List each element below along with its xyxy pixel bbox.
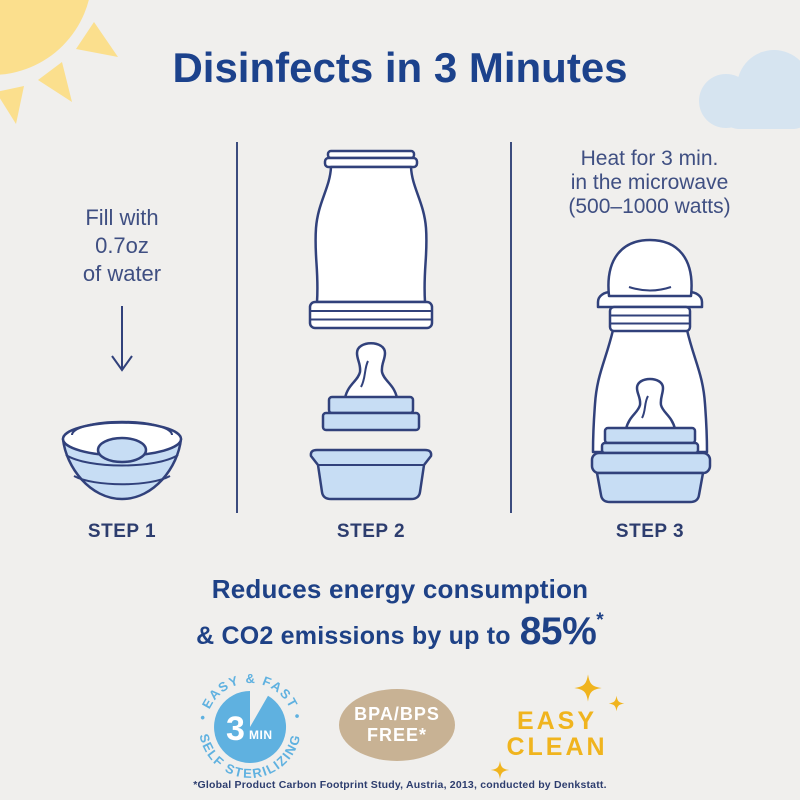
step-1-label: STEP 1	[87, 521, 157, 542]
badge-minutes-unit: MIN	[249, 728, 273, 742]
step-2-label: STEP 2	[336, 521, 406, 542]
footnote: *Global Product Carbon Footprint Study, …	[193, 779, 607, 791]
column-divider	[510, 142, 512, 513]
step-3-instruction: Heat for 3 min. in the microwave (500–10…	[568, 147, 730, 219]
step-3-column: Heat for 3 min. in the microwave (500–10…	[505, 142, 794, 506]
bpa-free-badge: BPA/BPS FREE*	[339, 689, 455, 761]
step-3-label: STEP 3	[615, 521, 685, 542]
bpa-free-line-2: FREE*	[366, 725, 427, 745]
clock-pie-icon	[214, 691, 287, 763]
assembled-bottle-illustration	[590, 238, 711, 504]
claim-line-2-text: & CO2 emissions by up to	[196, 622, 511, 650]
easy-clean-badge: EASY CLEAN	[480, 666, 650, 786]
instruction-line: (500–1000 watts)	[568, 195, 731, 218]
step-2-column	[234, 142, 508, 506]
step-1-column: Fill with 0.7oz of water	[4, 142, 240, 503]
badge-minutes-number: 3	[226, 710, 245, 748]
instruction-line: Fill with	[85, 205, 159, 230]
instruction-line: in the microwave	[570, 171, 729, 194]
bowl-illustration	[61, 420, 183, 501]
instruction-line: 0.7oz	[95, 233, 149, 258]
instruction-line: of water	[82, 261, 162, 286]
sparkle-icon	[490, 760, 510, 780]
arrow-down-icon	[111, 306, 133, 372]
instruction-line: Heat for 3 min.	[580, 147, 719, 170]
column-divider	[236, 142, 238, 513]
claim-text: Reduces energy consumption & CO2 emissio…	[0, 574, 800, 654]
self-sterilizing-badge: • EASY & FAST • SELF STERILIZING 3 MIN	[195, 671, 304, 781]
easy-clean-line-1: EASY	[516, 707, 598, 735]
claim-line-1: Reduces energy consumption	[211, 574, 589, 604]
easy-clean-text: EASY CLEAN	[480, 708, 634, 760]
easy-clean-line-2: CLEAN	[506, 733, 608, 761]
claim-highlight: 85%	[519, 610, 597, 653]
step-1-instruction: Fill with 0.7oz of water	[83, 204, 161, 288]
page-title: Disinfects in 3 Minutes	[172, 44, 628, 91]
sun-icon	[0, 0, 118, 124]
sparkle-icon	[574, 674, 602, 702]
claim-line-2: & CO2 emissions by up to 85%*	[0, 610, 800, 654]
cloud-icon	[699, 50, 800, 129]
claim-asterisk: *	[596, 610, 604, 631]
bottle-parts-illustration	[308, 149, 434, 501]
bpa-free-line-1: BPA/BPS	[354, 704, 440, 724]
sparkle-icon	[608, 695, 625, 712]
